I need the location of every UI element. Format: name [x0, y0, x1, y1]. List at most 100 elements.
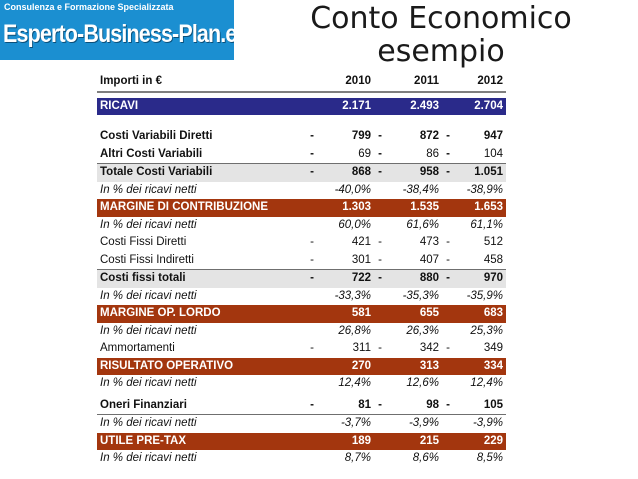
row-label: Costi Fissi Indiretti [100, 253, 194, 266]
value-2010: 270 [351, 359, 371, 372]
dash-2012: - [446, 398, 450, 411]
value-2011: 872 [419, 130, 439, 142]
row-label: In % dei ricavi netti [100, 324, 197, 337]
table-row-costi-fissi-diretti: Costi Fissi Diretti - 421 - 473 - 512 [97, 234, 506, 252]
value-2010: 60,0% [338, 218, 371, 231]
table-row-utile-pre-tax: UTILE PRE-TAX 189 215 229 [97, 432, 506, 450]
dash-2011: - [378, 130, 382, 142]
title-line-1: Conto Economico [310, 1, 572, 36]
value-2010: 421 [351, 236, 371, 248]
dash-2011: - [378, 147, 382, 160]
dash-2010: - [310, 272, 314, 284]
value-2012: 2.704 [474, 99, 503, 112]
table-row-margine-di-contribuzione: MARGINE DI CONTRIBUZIONE 1.303 1.535 1.6… [97, 199, 506, 217]
table-row-altri-costi-variabili: Altri Costi Variabili - 69 - 86 - 104 [97, 146, 506, 164]
page-title: Conto Economico esempio [300, 2, 582, 68]
value-2010: 81 [358, 398, 371, 411]
value-2011: 2.493 [410, 99, 439, 112]
row-label: Oneri Finanziari [100, 398, 187, 411]
logo-tagline: Consulenza e Formazione Specializzata [4, 2, 174, 12]
value-2012: 61,1% [470, 218, 503, 231]
row-label: Costi Fissi Diretti [100, 236, 187, 248]
row-label: Costi Variabili Diretti [100, 130, 213, 142]
dash-2012: - [446, 166, 450, 178]
value-2012: 683 [483, 307, 503, 319]
table-row-oneri-finanziari: Oneri Finanziari - 81 - 98 - 105 [97, 397, 506, 415]
row-label: MARGINE DI CONTRIBUZIONE [100, 201, 269, 213]
row-label: Altri Costi Variabili [100, 147, 203, 160]
table-row-costi-variabili-diretti: Costi Variabili Diretti - 799 - 872 - 94… [97, 128, 506, 146]
header-label: Importi in € [100, 75, 162, 87]
row-label: In % dei ricavi netti [100, 183, 197, 196]
row-label: UTILE PRE-TAX [100, 434, 187, 447]
table-row-ricavi: RICAVI 2.171 2.493 2.704 [97, 97, 506, 115]
value-2011: 26,3% [406, 324, 439, 337]
value-2012: 349 [483, 342, 503, 354]
title-line-2: esempio [377, 34, 505, 69]
row-label: RISULTATO OPERATIVO [100, 359, 234, 372]
value-2012: 8,5% [476, 452, 503, 464]
value-2012: 104 [483, 147, 503, 160]
value-2010: 301 [351, 253, 371, 266]
dash-2011: - [378, 166, 382, 178]
value-2010: 722 [351, 272, 371, 284]
table-header-row: Importi in € 2010 2011 2012 [97, 73, 506, 93]
value-2010: -40,0% [334, 183, 371, 196]
value-2010: 581 [351, 307, 371, 319]
value-2012: 334 [483, 359, 503, 372]
value-2012: 1.051 [474, 166, 503, 178]
value-2011: 313 [419, 359, 439, 372]
value-2010: -3,7% [340, 417, 371, 429]
value-2011: 1.535 [410, 201, 439, 213]
value-2012: 512 [483, 236, 503, 248]
table-row-ammortamenti: Ammortamenti - 311 - 342 - 349 [97, 340, 506, 358]
value-2011: -3,9% [408, 417, 439, 429]
table-row-percent: In % dei ricavi netti -33,3% -35,3% -35,… [97, 288, 506, 306]
table-row-costi-fissi-indiretti: Costi Fissi Indiretti - 301 - 407 - 458 [97, 252, 506, 270]
row-label: In % dei ricavi netti [100, 417, 197, 429]
row-label: RICAVI [100, 99, 139, 112]
value-2011: 407 [419, 253, 439, 266]
value-2012: 12,4% [470, 377, 503, 389]
dash-2012: - [446, 272, 450, 284]
table-row-risultato-operativo: RISULTATO OPERATIVO 270 313 334 [97, 357, 506, 375]
dash-2012: - [446, 236, 450, 248]
row-label: MARGINE OP. LORDO [100, 307, 221, 319]
value-2011: 12,6% [406, 377, 439, 389]
dash-2011: - [378, 253, 382, 266]
value-2011: 98 [426, 398, 439, 411]
value-2011: 958 [419, 166, 439, 178]
year-header-2010: 2010 [345, 75, 371, 87]
table-row-percent: In % dei ricavi netti 8,7% 8,6% 8,5% [97, 450, 506, 468]
value-2011: -38,4% [402, 183, 439, 196]
row-label: In % dei ricavi netti [100, 289, 197, 302]
table-row-totale-costi-variabili: Totale Costi Variabili - 868 - 958 - 1.0… [97, 163, 506, 182]
logo-brand: Esperto-Business-Plan.eu [3, 20, 234, 48]
table-row-percent: In % dei ricavi netti -40,0% -38,4% -38,… [97, 182, 506, 200]
logo-banner: Consulenza e Formazione Specializzata Es… [0, 0, 234, 60]
income-statement-table: Importi in € 2010 2011 2012 RICAVI 2.171… [97, 73, 506, 468]
value-2011: 61,6% [406, 218, 439, 231]
value-2012: 229 [483, 434, 503, 447]
table-row-percent: In % dei ricavi netti 12,4% 12,6% 12,4% [97, 375, 506, 393]
row-label: In % dei ricavi netti [100, 377, 197, 389]
dash-2011: - [378, 342, 382, 354]
value-2010: 2.171 [342, 99, 371, 112]
dash-2010: - [310, 130, 314, 142]
value-2011: 880 [419, 272, 439, 284]
value-2010: 8,7% [344, 452, 371, 464]
table-row-percent: In % dei ricavi netti -3,7% -3,9% -3,9% [97, 415, 506, 433]
table-row-costi-fissi-totali: Costi fissi totali - 722 - 880 - 970 [97, 270, 506, 288]
dash-2011: - [378, 272, 382, 284]
value-2010: 311 [352, 342, 371, 354]
value-2011: 342 [419, 342, 439, 354]
year-header-2011: 2011 [414, 75, 439, 87]
value-2010: -33,3% [334, 289, 371, 302]
value-2011: 655 [419, 307, 439, 319]
row-label: Ammortamenti [100, 342, 175, 354]
dash-2012: - [446, 253, 450, 266]
value-2011: 215 [419, 434, 439, 447]
table-row-margine-op-lordo: MARGINE OP. LORDO 581 655 683 [97, 305, 506, 323]
value-2012: 1.653 [474, 201, 503, 213]
year-header-2012: 2012 [477, 75, 503, 87]
